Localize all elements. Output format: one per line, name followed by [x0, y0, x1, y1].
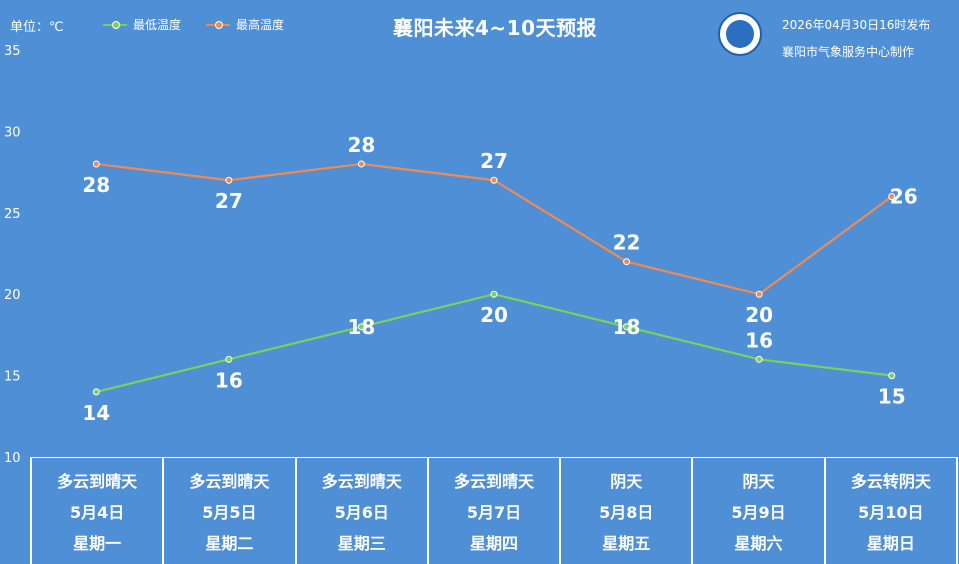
high-temp-point [490, 176, 498, 184]
low-temp-data-label: 20 [480, 303, 508, 327]
y-tick-label: 35 [4, 44, 21, 59]
day-weekday: 星期六 [734, 534, 783, 554]
day-weather: 多云到晴天 [453, 471, 534, 491]
day-date: 5月9日 [731, 502, 786, 522]
y-tick-label: 25 [4, 207, 21, 222]
day-weather: 多云到晴天 [321, 471, 402, 491]
y-tick-label: 15 [4, 370, 21, 385]
chart-title: 襄阳未来4~10天预报 [392, 16, 597, 40]
weather-service-logo-icon [718, 12, 762, 56]
day-date: 5月8日 [599, 502, 654, 522]
high-temp-data-label: 28 [82, 173, 110, 197]
day-date: 5月6日 [334, 502, 389, 522]
day-weather: 多云到晴天 [57, 471, 138, 491]
day-column: 阴天 5月8日星期五 [559, 458, 691, 564]
high-temp-data-label: 20 [745, 303, 773, 327]
day-weekday: 星期日 [866, 534, 915, 554]
high-temp-data-label: 27 [480, 149, 508, 173]
day-date: 5月7日 [466, 502, 522, 522]
day-weather: 阴天 [610, 471, 643, 491]
day-weekday: 星期五 [602, 534, 651, 554]
high-temp-data-label: 28 [348, 133, 376, 157]
day-column: 多云到晴天 5月6日星期三 [294, 458, 427, 564]
low-temp-point [490, 290, 498, 298]
low-temp-point [92, 388, 100, 396]
day-date: 5月5日 [202, 502, 257, 522]
high-temp-point [357, 160, 365, 168]
high-temp-point [92, 160, 100, 168]
low-temp-point [225, 355, 233, 363]
day-weather: 多云到晴天 [189, 471, 270, 491]
day-column: 多云转阴天 5月10日星期日 [823, 458, 958, 564]
day-weather: 阴天 [742, 471, 775, 491]
high-temp-point [623, 258, 631, 266]
low-temp-point [623, 323, 631, 331]
day-weekday: 星期二 [205, 534, 254, 554]
logo-emblem [726, 20, 754, 48]
legend-high-swatch [206, 20, 230, 29]
day-column: 阴天 5月9日星期六 [691, 458, 823, 564]
y-tick-label: 30 [4, 125, 21, 140]
issue-time: 2026年04月30日16时发布 [782, 18, 931, 32]
low-temp-data-label: 15 [878, 385, 906, 409]
high-temp-data-label: 27 [215, 189, 243, 213]
high-temp-data-label: 22 [613, 231, 641, 255]
legend-item-low: 最低温度 [103, 16, 181, 33]
legend-item-high: 最高温度 [206, 16, 284, 33]
low-temp-data-label: 14 [82, 401, 110, 425]
legend-high-label: 最高温度 [236, 18, 285, 32]
legend-low-label: 最低温度 [133, 18, 182, 32]
producer-label: 襄阳市气象服务中心制作 [782, 45, 915, 59]
day-date: 5月10日 [858, 502, 924, 522]
low-temp-point [755, 355, 763, 363]
low-temp-point [357, 323, 365, 331]
high-temp-point [225, 176, 233, 184]
day-column: 多云到晴天 5月5日星期二 [162, 458, 294, 564]
low-temp-point [888, 372, 896, 380]
day-column: 多云到晴天 5月7日星期四 [426, 458, 559, 564]
high-temp-point [755, 290, 763, 298]
high-temp-data-label: 26 [890, 185, 918, 209]
day-date: 5月4日 [70, 502, 125, 522]
low-temp-data-label: 18 [348, 315, 376, 339]
low-temp-data-label: 16 [745, 328, 773, 352]
daily-forecast-table: 多云到晴天 5月4日 星期一 多云到晴天 5月5日 星期二 多云到晴天 5月6日 星期三 多云到晴… [30, 457, 958, 564]
high-temp-point [888, 193, 896, 201]
low-temp-data-label: 16 [215, 368, 243, 392]
y-tick-label: 20 [4, 288, 21, 303]
day-weather: 多云转阴天 [850, 471, 931, 491]
legend-low-swatch [103, 20, 127, 29]
unit-label: 单位：℃ [10, 20, 64, 35]
low-temp-data-label: 18 [613, 315, 641, 339]
day-weekday: 星期四 [469, 534, 518, 554]
day-weekday: 星期一 [73, 534, 122, 554]
y-tick-label: 10 [4, 451, 21, 466]
day-weekday: 星期三 [337, 534, 386, 554]
day-column: 多云到晴天 5月4日星期一 [30, 458, 162, 564]
